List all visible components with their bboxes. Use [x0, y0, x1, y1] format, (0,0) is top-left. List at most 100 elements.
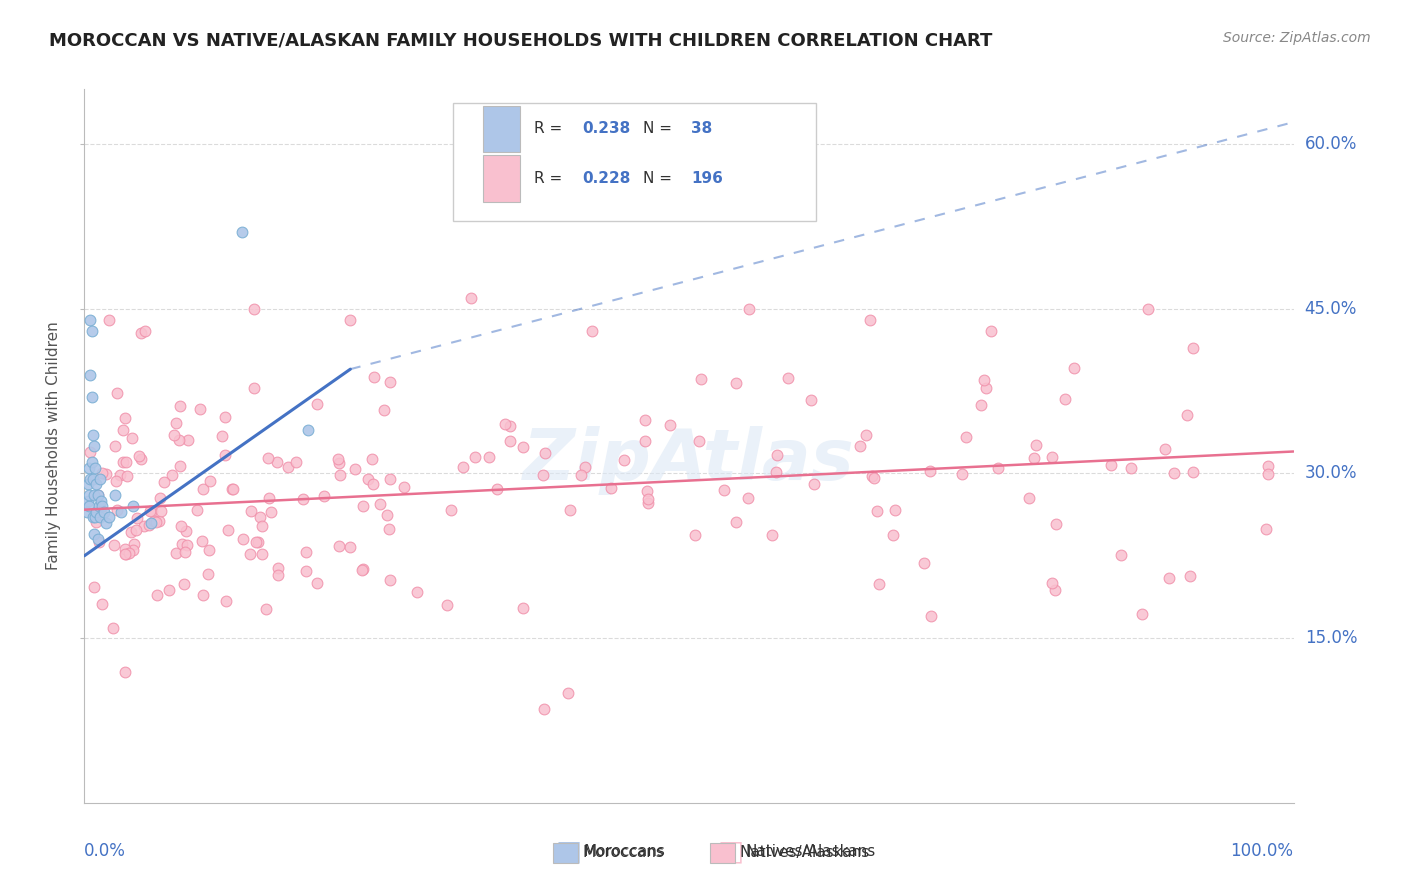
- Point: [214, 448, 236, 462]
- Point: [970, 398, 993, 412]
- Point: [177, 433, 200, 447]
- Point: [950, 467, 973, 481]
- Text: R =: R =: [534, 171, 567, 186]
- Point: [145, 588, 167, 602]
- Point: [214, 410, 236, 425]
- Point: [855, 428, 877, 442]
- Y-axis label: Family Households with Children: Family Households with Children: [46, 322, 62, 570]
- Point: [373, 403, 395, 417]
- Point: [884, 503, 907, 517]
- Point: [91, 597, 114, 611]
- Point: [122, 537, 145, 551]
- FancyBboxPatch shape: [484, 105, 520, 152]
- Point: [197, 567, 219, 582]
- Point: [77, 477, 100, 491]
- Text: 0.228: 0.228: [582, 171, 631, 186]
- Text: R =: R =: [534, 121, 567, 136]
- Point: [112, 423, 135, 437]
- Point: [87, 500, 110, 514]
- Point: [110, 505, 132, 519]
- Point: [955, 429, 977, 443]
- Point: [868, 576, 890, 591]
- Point: [1254, 522, 1277, 536]
- Point: [83, 439, 105, 453]
- Text: Natives/Alaskans: Natives/Alaskans: [745, 845, 876, 859]
- Point: [77, 488, 100, 502]
- Point: [170, 518, 193, 533]
- Point: [83, 488, 105, 502]
- Point: [1154, 442, 1177, 457]
- Point: [149, 491, 172, 506]
- Point: [101, 621, 124, 635]
- Point: [80, 324, 103, 338]
- Point: [173, 577, 195, 591]
- Point: [215, 594, 238, 608]
- Point: [512, 440, 534, 454]
- Point: [761, 528, 783, 542]
- Point: [1178, 569, 1201, 583]
- Point: [145, 515, 167, 529]
- Point: [765, 465, 787, 479]
- Point: [82, 510, 104, 524]
- Point: [326, 451, 349, 466]
- Point: [328, 539, 350, 553]
- Point: [186, 503, 208, 517]
- Point: [80, 455, 103, 469]
- Point: [600, 481, 623, 495]
- Point: [105, 385, 128, 400]
- Point: [232, 533, 254, 547]
- Text: □: □: [555, 838, 582, 866]
- Point: [257, 491, 280, 505]
- Point: [451, 459, 474, 474]
- Text: Moroccans: Moroccans: [583, 845, 665, 859]
- Point: [1119, 460, 1142, 475]
- Point: [1040, 450, 1063, 464]
- Point: [267, 567, 290, 582]
- Point: [305, 576, 328, 591]
- Point: [104, 439, 127, 453]
- Text: Moroccans: Moroccans: [582, 846, 664, 860]
- Point: [294, 545, 316, 559]
- FancyBboxPatch shape: [453, 103, 815, 221]
- Point: [800, 392, 823, 407]
- Point: [724, 515, 747, 529]
- Point: [848, 439, 870, 453]
- Text: 100.0%: 100.0%: [1230, 842, 1294, 860]
- Point: [486, 482, 509, 496]
- Point: [90, 466, 112, 480]
- Point: [860, 468, 883, 483]
- Point: [105, 502, 128, 516]
- Point: [148, 514, 170, 528]
- Point: [84, 516, 107, 530]
- Point: [460, 291, 482, 305]
- Point: [314, 489, 336, 503]
- Point: [499, 418, 522, 433]
- Point: [239, 547, 262, 561]
- Text: N =: N =: [643, 171, 676, 186]
- Point: [245, 535, 267, 549]
- Point: [1175, 409, 1198, 423]
- Point: [690, 371, 713, 385]
- Point: [190, 401, 212, 416]
- Text: 30.0%: 30.0%: [1305, 465, 1357, 483]
- Point: [191, 533, 214, 548]
- Point: [86, 488, 108, 502]
- Point: [558, 503, 581, 517]
- Text: 0.0%: 0.0%: [84, 842, 127, 860]
- Point: [267, 561, 290, 575]
- FancyBboxPatch shape: [484, 155, 520, 202]
- Point: [912, 557, 935, 571]
- Point: [378, 472, 401, 486]
- Point: [1157, 571, 1180, 585]
- Point: [141, 504, 163, 518]
- Point: [94, 467, 117, 481]
- Point: [221, 483, 243, 497]
- Point: [363, 370, 385, 384]
- Point: [172, 537, 194, 551]
- Point: [89, 534, 111, 549]
- Point: [121, 500, 143, 514]
- Point: [863, 471, 886, 485]
- Point: [191, 588, 214, 602]
- Point: [86, 505, 108, 519]
- Point: [725, 376, 748, 391]
